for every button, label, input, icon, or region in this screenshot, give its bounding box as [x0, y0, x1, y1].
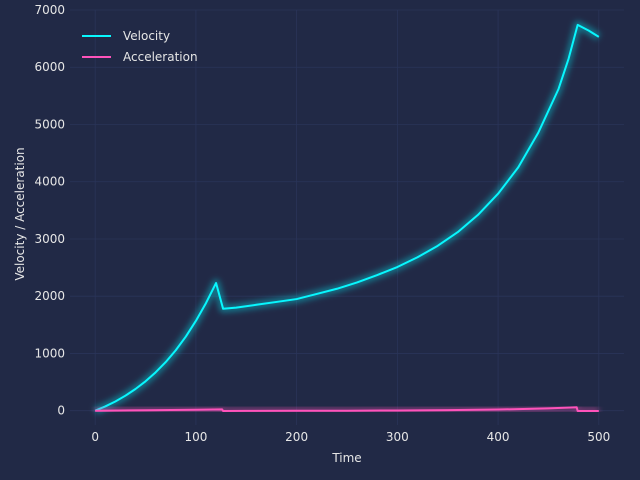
y-tick-label-3: 3000: [34, 232, 65, 246]
x-tick-label-3: 300: [386, 430, 409, 444]
series-glow-0: [93, 20, 601, 415]
legend: Velocity Acceleration: [82, 29, 198, 64]
y-tick-label-1: 1000: [34, 346, 65, 360]
legend-label-0: Velocity: [123, 29, 170, 43]
legend-label-1: Acceleration: [123, 50, 198, 64]
y-tick-label-4: 4000: [34, 175, 65, 189]
y-axis-ticks: 0 1000 2000 3000 4000 5000 6000 7000: [34, 3, 65, 418]
series-line-1: [95, 406, 599, 412]
series-line-0: [94, 23, 600, 412]
y-tick-label-2: 2000: [34, 289, 65, 303]
grid: [70, 9, 624, 425]
x-tick-label-1: 100: [184, 430, 207, 444]
y-tick-label-5: 5000: [34, 117, 65, 131]
y-axis-label: Velocity / Acceleration: [13, 147, 27, 280]
x-tick-label-4: 400: [487, 430, 510, 444]
series-lines: [93, 20, 601, 415]
y-tick-label-0: 0: [57, 404, 65, 418]
x-tick-label-2: 200: [285, 430, 308, 444]
x-axis-ticks: 0 100 200 300 400 500: [91, 430, 610, 444]
y-tick-label-6: 6000: [34, 60, 65, 74]
x-tick-label-5: 500: [587, 430, 610, 444]
x-axis-label: Time: [331, 451, 361, 465]
y-tick-label-7: 7000: [34, 3, 65, 17]
x-tick-label-0: 0: [91, 430, 99, 444]
